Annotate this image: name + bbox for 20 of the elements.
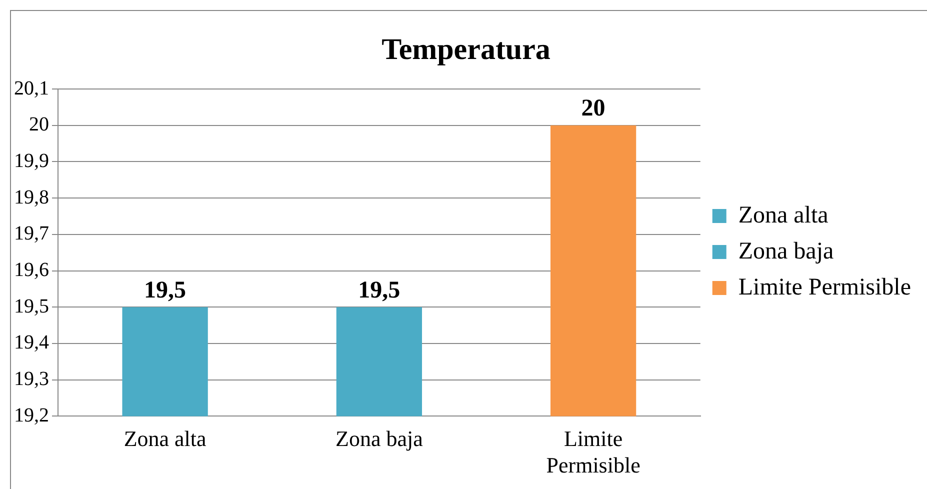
y-tick-label: 19,6 <box>14 259 49 282</box>
x-tick-label: Limite Permisible <box>546 426 640 478</box>
x-tick-label: Zona baja <box>336 426 424 452</box>
x-tick-label: Zona alta <box>124 426 207 452</box>
data-label: 20 <box>581 96 606 122</box>
data-label: 19,5 <box>144 277 186 304</box>
y-tick-label: 20,1 <box>14 77 49 100</box>
y-tick-label: 20 <box>29 114 49 136</box>
legend-label: Zona alta <box>738 202 829 228</box>
y-tick-label: 19,4 <box>14 332 49 354</box>
data-label: 19,5 <box>358 277 400 304</box>
y-tick-label: 19,2 <box>14 404 49 426</box>
legend-label: Limite Permisible <box>738 274 911 300</box>
y-tick-label: 19,3 <box>14 368 49 390</box>
legend-label: Zona baja <box>738 238 834 264</box>
y-tick-label: 19,9 <box>14 150 49 172</box>
y-tick-label: 19,5 <box>14 295 49 318</box>
y-tick-label: 19,7 <box>14 222 49 245</box>
y-tick-label: 19,8 <box>14 186 49 208</box>
chart-title: Temperatura <box>382 32 550 66</box>
